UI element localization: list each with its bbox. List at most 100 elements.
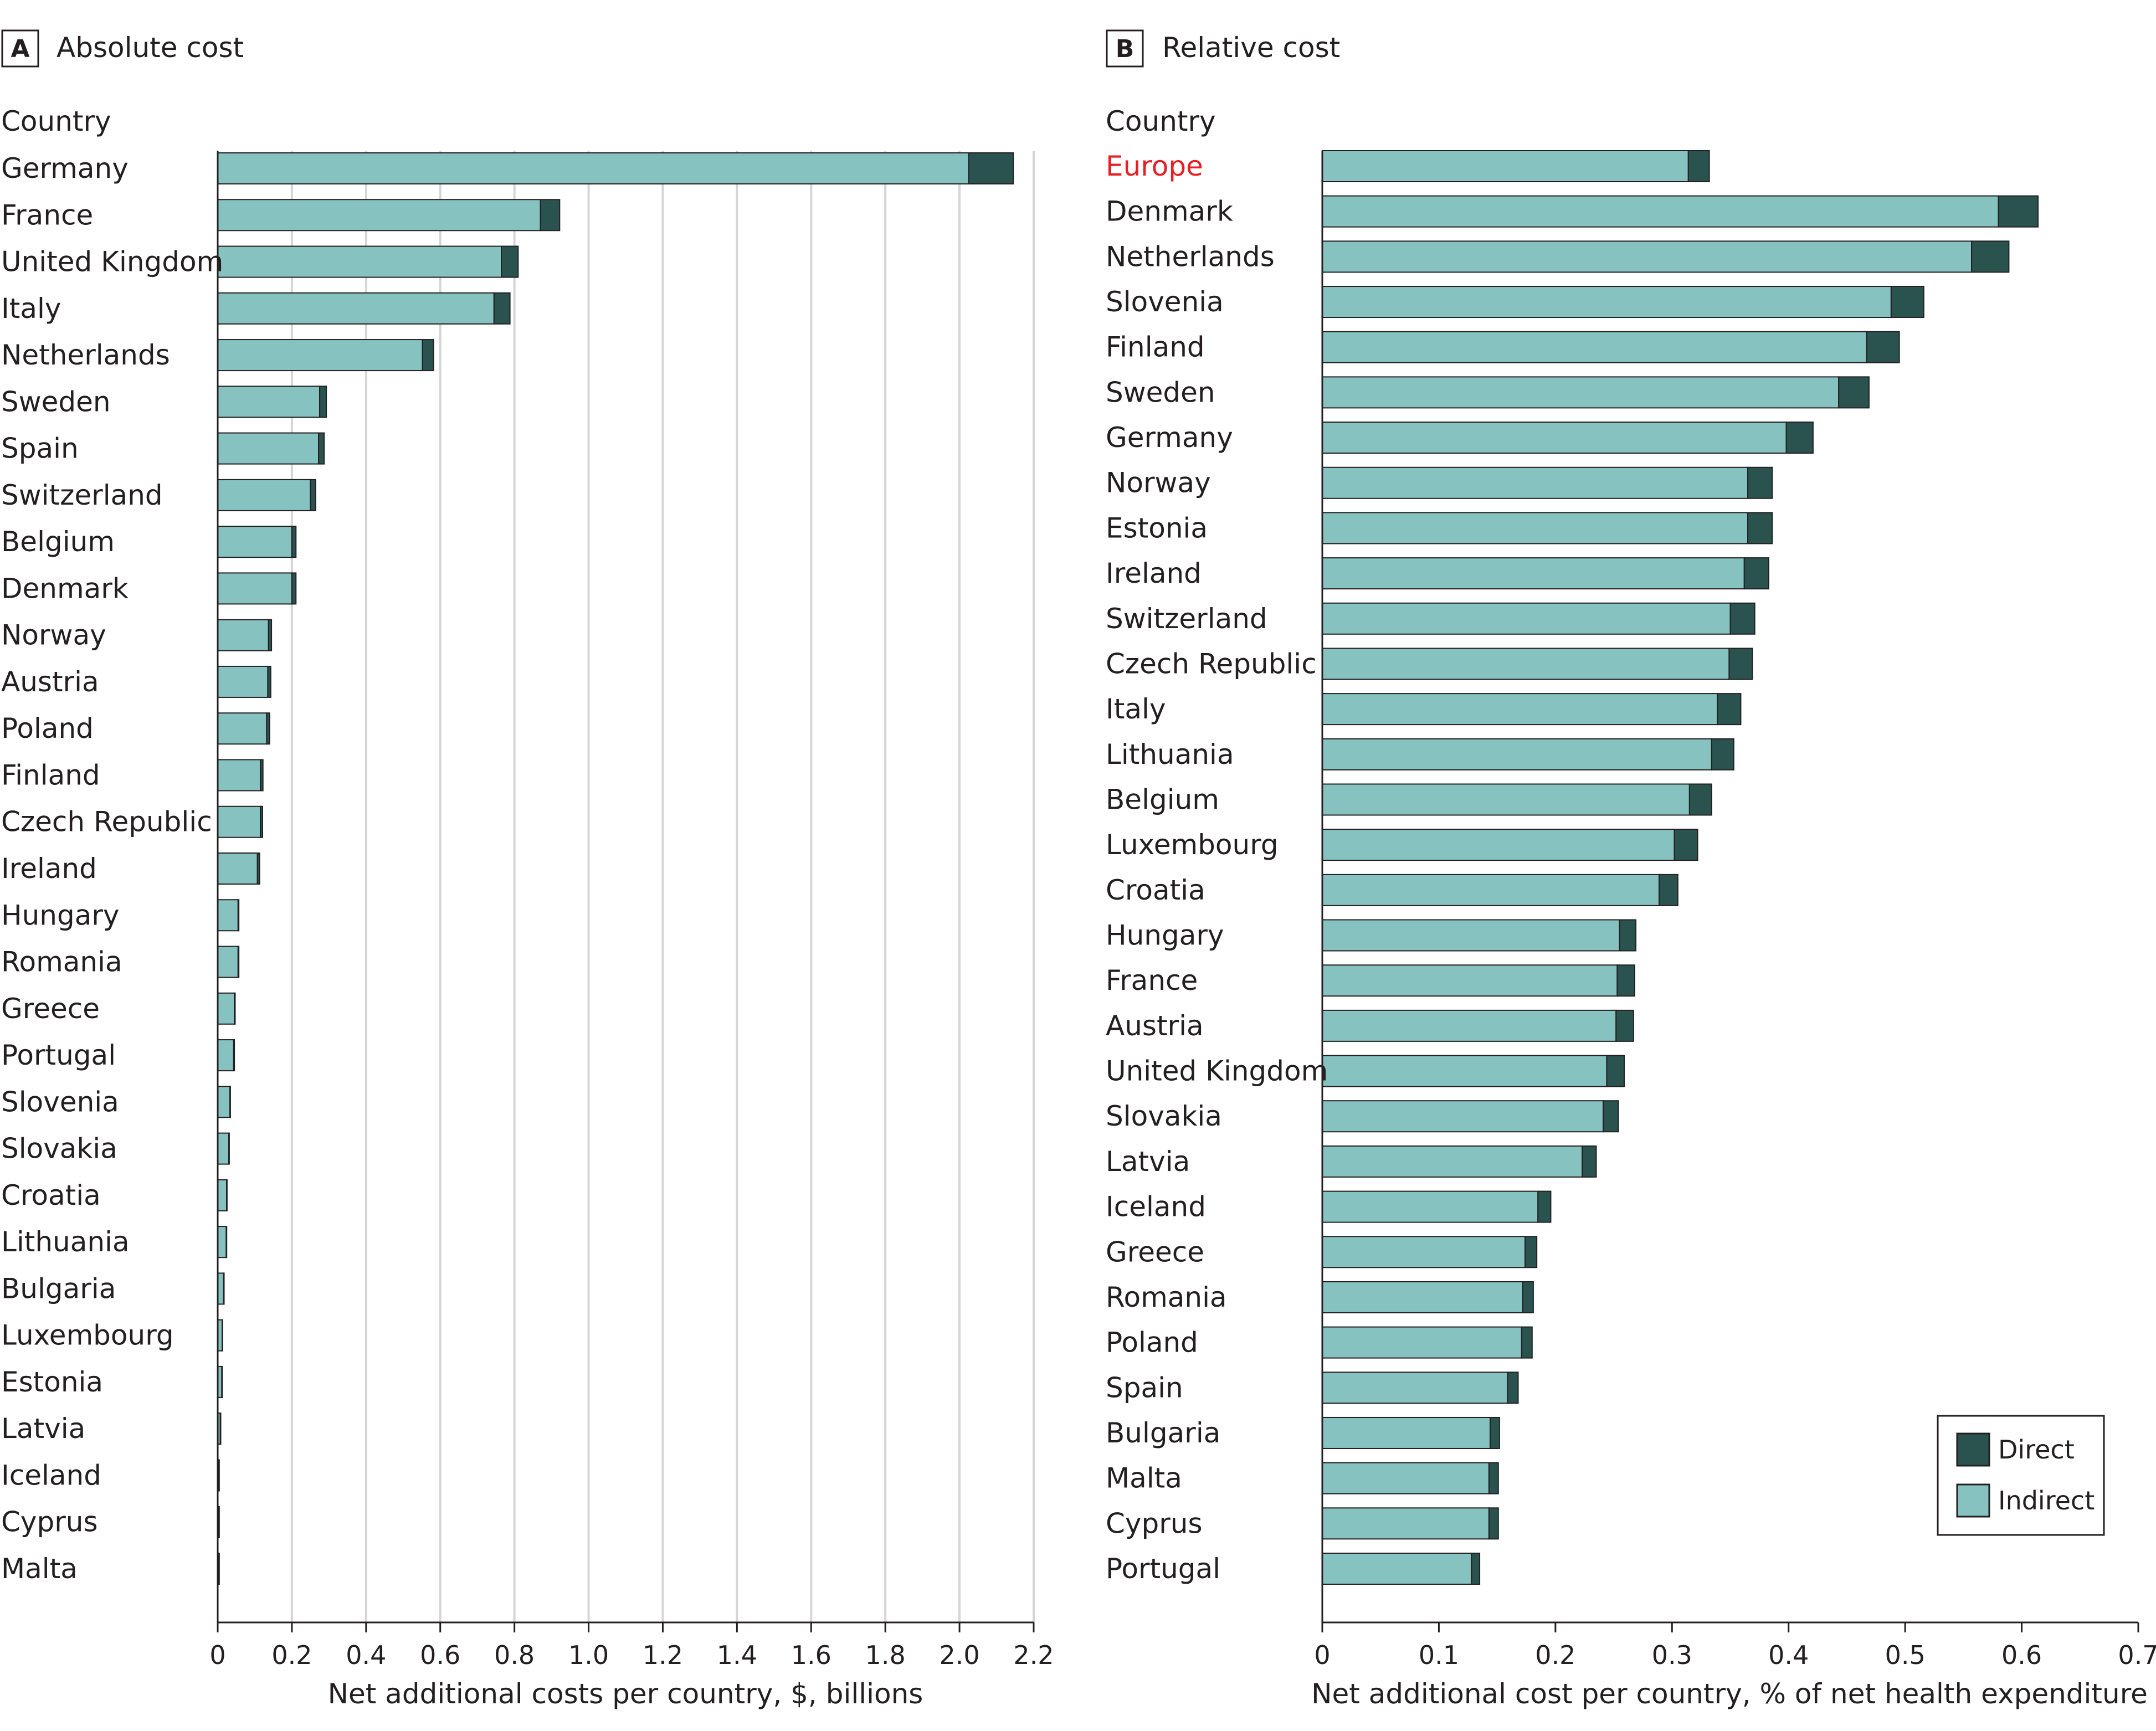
bar-direct-bulgaria — [1490, 1416, 1500, 1449]
bar-indirect-romania — [1322, 1281, 1523, 1313]
bar-indirect-czech-republic — [1322, 648, 1730, 680]
category-label-germany: Germany — [1, 152, 129, 184]
bar-indirect-austria — [217, 665, 269, 698]
category-label-slovakia: Slovakia — [1106, 1100, 1222, 1132]
x-tick-label: 0.5 — [1885, 1640, 1926, 1670]
bar-direct-slovakia — [1603, 1100, 1619, 1133]
bar-indirect-spain — [1322, 1372, 1508, 1404]
x-tick-label: 0 — [209, 1640, 225, 1670]
category-label-latvia: Latvia — [1, 1412, 85, 1445]
category-label-hungary: Hungary — [1106, 920, 1224, 952]
bar-indirect-germany — [1322, 422, 1787, 454]
panel-a: A Absolute cost Country Germany France Uni… — [1, 29, 1054, 1710]
category-label-greece: Greece — [1106, 1236, 1204, 1268]
bar-indirect-portugal — [217, 1039, 234, 1072]
bar-indirect-netherlands — [1322, 240, 1973, 273]
legend-indirect-swatch — [1956, 1483, 1990, 1518]
bar-direct-norway — [1747, 466, 1773, 499]
bar-indirect-europe — [1322, 150, 1689, 182]
x-tick-label: 0.3 — [1652, 1640, 1692, 1670]
category-label-belgium: Belgium — [1106, 783, 1219, 815]
bar-direct-sweden — [1838, 376, 1870, 409]
category-label-luxembourg: Luxembourg — [1, 1319, 174, 1352]
bar-direct-switzerland — [310, 479, 316, 511]
bar-indirect-hungary — [217, 899, 239, 932]
bar-indirect-luxembourg — [1322, 829, 1675, 861]
panel-b-category-header: Country — [1106, 105, 1216, 137]
bar-direct-united-kingdom — [501, 245, 519, 278]
bar-indirect-sweden — [217, 386, 321, 418]
x-tick-label: 0.8 — [494, 1640, 535, 1670]
category-label-sweden: Sweden — [1, 386, 111, 418]
category-label-portugal: Portugal — [1, 1039, 116, 1071]
bar-indirect-united-kingdom — [217, 245, 502, 278]
category-label-slovenia: Slovenia — [1106, 286, 1224, 318]
category-label-sweden: Sweden — [1106, 376, 1215, 408]
bar-direct-iceland — [1537, 1190, 1552, 1223]
category-label-italy: Italy — [1106, 693, 1166, 725]
bar-direct-spain — [318, 432, 325, 465]
bar-direct-germany — [1785, 422, 1814, 454]
category-label-finland: Finland — [1, 759, 100, 791]
x-tick-label: 1.0 — [568, 1640, 609, 1670]
category-label-austria: Austria — [1, 666, 99, 698]
x-tick-label: 0.2 — [271, 1640, 312, 1670]
panel-b-title: Relative cost — [1162, 32, 1340, 64]
panel-a-category-header: Country — [1, 105, 111, 137]
bar-direct-italy — [493, 292, 511, 325]
bar-direct-croatia — [1659, 874, 1678, 906]
bar-direct-belgium — [291, 526, 297, 558]
bar-direct-austria — [1615, 1009, 1634, 1042]
bar-direct-norway — [268, 619, 273, 651]
bar-indirect-greece — [1322, 1236, 1526, 1268]
bar-indirect-slovakia — [217, 1132, 230, 1165]
bar-indirect-denmark — [1322, 195, 1999, 228]
bar-direct-switzerland — [1729, 602, 1755, 635]
category-label-malta: Malta — [1, 1553, 78, 1585]
category-label-latvia: Latvia — [1106, 1146, 1190, 1178]
panel-b-letter-box — [1106, 29, 1144, 68]
category-label-hungary: Hungary — [1, 899, 120, 931]
category-label-iceland: Iceland — [1106, 1191, 1206, 1223]
bar-direct-latvia — [219, 1412, 222, 1445]
category-label-romania: Romania — [1106, 1281, 1227, 1313]
bar-indirect-bulgaria — [1322, 1416, 1491, 1449]
bar-direct-cyprus — [1488, 1507, 1499, 1540]
category-label-spain: Spain — [1, 433, 79, 465]
bar-direct-portugal — [1471, 1553, 1481, 1585]
bar-direct-poland — [1521, 1326, 1533, 1359]
panel-a-letter-box — [1, 29, 39, 68]
bar-indirect-norway — [1322, 466, 1749, 499]
category-label-poland: Poland — [1, 712, 94, 744]
bar-indirect-lithuania — [1322, 738, 1712, 771]
bar-direct-france — [1616, 964, 1635, 997]
bar-direct-latvia — [1582, 1145, 1597, 1178]
category-label-norway: Norway — [1, 619, 106, 651]
panel-b-country-labels: Europe Denmark Netherlands Slovenia Finland S… — [1106, 150, 1328, 1585]
bar-direct-finland — [259, 759, 264, 792]
category-label-estonia: Estonia — [1, 1366, 103, 1398]
category-label-poland: Poland — [1106, 1327, 1198, 1359]
category-label-netherlands: Netherlands — [1106, 240, 1275, 273]
bar-direct-denmark — [1998, 195, 2039, 228]
x-tick-label: 1.6 — [791, 1640, 831, 1670]
bar-direct-luxembourg — [222, 1319, 223, 1352]
bar-indirect-poland — [1322, 1326, 1522, 1359]
bar-indirect-netherlands — [217, 339, 423, 372]
bar-indirect-malta — [1322, 1462, 1490, 1494]
category-label-iceland: Iceland — [1, 1459, 101, 1491]
bar-direct-austria — [267, 665, 271, 698]
legend-indirect-label: Indirect — [1998, 1486, 2095, 1516]
panel-a-country-labels: Germany France United Kingdom Italy Netherla… — [1, 152, 223, 1585]
category-label-united-kingdom: United Kingdom — [1, 246, 223, 278]
bar-direct-italy — [1717, 693, 1742, 726]
bar-indirect-france — [217, 199, 541, 232]
legend-direct-label: Direct — [1998, 1435, 2075, 1465]
legend-direct-swatch — [1956, 1432, 1990, 1467]
category-label-luxembourg: Luxembourg — [1106, 829, 1279, 861]
category-label-czech-republic: Czech Republic — [1, 806, 212, 838]
bar-direct-romania — [237, 946, 240, 978]
bar-direct-estonia — [1747, 512, 1773, 545]
legend: Direct Indirect — [1937, 1415, 2105, 1536]
bar-indirect-sweden — [1322, 376, 1840, 409]
